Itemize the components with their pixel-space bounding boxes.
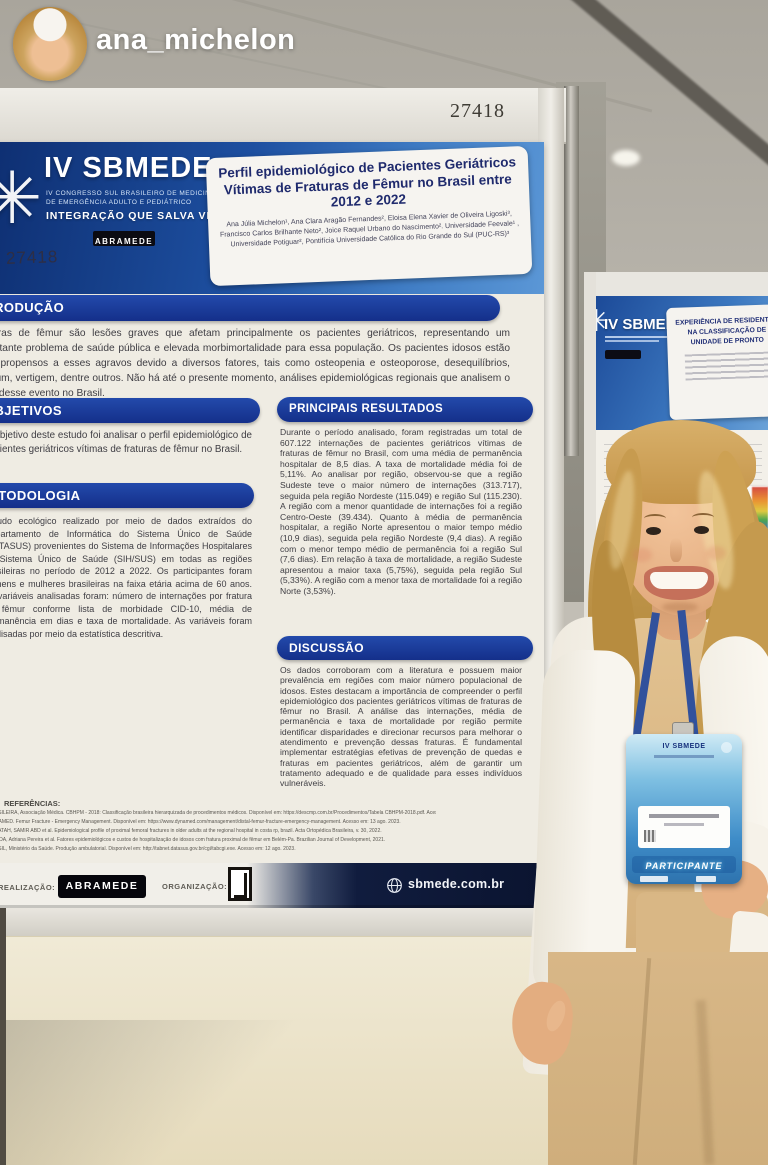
story-avatar[interactable] — [13, 7, 87, 81]
background-title-line: NA CLASSIFICAÇÃO DE — [687, 326, 767, 337]
poster-authors: Ana Júlia Michelon¹, Ana Clara Aragão Fe… — [219, 210, 520, 249]
person-eyebrow-left — [644, 514, 666, 523]
badge-name-box — [638, 806, 730, 848]
background-authors-lines — [684, 351, 768, 381]
board-lower-panel — [0, 936, 570, 1165]
event-tagline: INTEGRAÇÃO QUE SALVA VIDAS — [46, 210, 235, 222]
board-top-frame: 27418 — [0, 88, 566, 144]
person-eyebrow-right — [692, 513, 714, 522]
section-heading-label: OBJETIVOS — [0, 403, 63, 418]
board-bottom-frame — [0, 908, 568, 938]
poster-title: Perfil epidemiológico de Pacientes Geriá… — [218, 154, 517, 210]
handwritten-number: 27418 — [5, 247, 59, 268]
background-poster-header: ✳ IV SBMEDE EXPERIÊNCIA DE RESIDENTES NA… — [596, 296, 768, 430]
background-event-subline — [605, 336, 667, 338]
references-block: BRASILEIRA, Associação Médica. CBHPM - 2… — [0, 809, 436, 854]
section-text-objetivos: O objetivo deste estudo foi analisar o p… — [0, 430, 252, 455]
person-pants — [548, 952, 768, 1165]
organizer-logo — [228, 867, 252, 901]
badge-qr-code — [644, 830, 656, 842]
section-heading-label: DISCUSSÃO — [289, 641, 364, 655]
story-username[interactable]: ana_michelon — [96, 24, 296, 56]
section-text-introducao: Fraturas de fêmur são lesões graves que … — [0, 328, 510, 399]
globe-icon — [387, 878, 402, 893]
badge-sub-line — [664, 823, 704, 826]
reference-line: LISBOA, Adriana Pereira et al. Fatores e… — [0, 837, 386, 843]
star-of-life-icon: ✳ — [0, 159, 43, 239]
poster-title-card: Perfil epidemiológico de Pacientes Geriá… — [205, 145, 533, 287]
person-cheek-right — [706, 546, 726, 560]
person-eye-left — [646, 527, 661, 535]
background-abramede-badge — [605, 350, 641, 359]
badge-name-line — [649, 814, 719, 818]
realizacao-label: REALIZAÇÃO: — [0, 883, 56, 892]
person-eye-right — [694, 526, 709, 534]
background-title-line: UNIDADE DE PRONTO — [690, 336, 764, 347]
stand-pole — [564, 86, 579, 456]
person-arm-left-sleeve — [531, 648, 637, 1002]
event-name: IV SBMEDE — [44, 152, 213, 184]
references-heading: REFERÊNCIAS: — [4, 799, 61, 808]
reference-line: BRASIL, Ministério da Saúde. Produção am… — [0, 846, 296, 852]
abramede-footer-logo: ABRAMEDE — [58, 875, 146, 898]
reference-line: EL FATAH, SAMIR ABD et al. Epidemiologic… — [0, 828, 382, 834]
organizacao-label: ORGANIZAÇÃO: — [162, 882, 228, 891]
website-url: sbmede.com.br — [408, 877, 505, 891]
ceiling-light — [612, 150, 640, 166]
conference-badge: IV SBMEDE PARTICIPANTE — [626, 734, 742, 884]
event-subtitle-2: DE EMERGÊNCIA ADULTO E PEDIÁTRICO — [46, 199, 192, 206]
person-nose — [670, 538, 682, 562]
person-cheek-left — [632, 548, 652, 562]
background-board-frame — [584, 272, 768, 299]
reference-line: DYNAMED. Femur Fracture - Emergency Mana… — [0, 819, 401, 825]
section-heading-resultados: PRINCIPAIS RESULTADOS — [277, 397, 533, 422]
organizer-logo-inner — [234, 873, 247, 898]
section-heading-label: METODOLOGIA — [0, 488, 81, 503]
badge-event-name: IV SBMEDE — [662, 743, 706, 750]
board-slot-number: 27418 — [450, 100, 505, 122]
background-event-subline — [605, 340, 659, 342]
abramede-badge-label: ABRAMEDE — [94, 237, 154, 246]
badge-role-strip: PARTICIPANTE — [632, 856, 736, 873]
background-title-line: EXPERIÊNCIA DE RESIDENTES — [675, 316, 768, 327]
section-heading-label: INTRODUÇÃO — [0, 300, 65, 315]
badge-deco-globe — [721, 742, 732, 753]
badge-role-label: PARTICIPANTE — [645, 861, 723, 871]
person-teeth — [650, 572, 708, 589]
badge-subline — [654, 755, 714, 758]
event-subtitle-1: IV CONGRESSO SUL BRASILEIRO DE MEDICINA — [46, 190, 216, 197]
poster-footer: REALIZAÇÃO: ABRAMEDE ORGANIZAÇÃO: sbmede… — [0, 863, 544, 908]
background-event-name: IV SBMEDE — [604, 316, 687, 333]
background-title-card: EXPERIÊNCIA DE RESIDENTES NA CLASSIFICAÇ… — [666, 303, 768, 421]
person-chin-shadow — [662, 602, 698, 612]
section-heading-objetivos: OBJETIVOS — [0, 398, 260, 423]
abramede-badge: ABRAMEDE — [93, 231, 155, 246]
board-left-edge — [0, 908, 6, 1165]
floor-shadow — [0, 1020, 322, 1165]
star-of-life-icon: ✳ — [596, 305, 610, 338]
section-heading-metodologia: METODOLOGIA — [0, 483, 254, 508]
badge-sponsor-logo — [640, 876, 668, 882]
badge-sponsor-logo — [696, 876, 716, 882]
abramede-footer-label: ABRAMEDE — [65, 880, 139, 892]
reference-line: BRASILEIRA, Associação Médica. CBHPM - 2… — [0, 810, 436, 816]
section-text-discussao: Os dados corroboram com a literatura e p… — [280, 665, 522, 789]
section-text-metodologia: Estudo ecológico realizado por meio de d… — [0, 516, 252, 639]
section-heading-introducao: INTRODUÇÃO — [0, 295, 500, 321]
section-text-resultados: Durante o período analisado, foram regis… — [280, 427, 522, 596]
section-heading-discussao: DISCUSSÃO — [277, 636, 533, 660]
section-heading-label: PRINCIPAIS RESULTADOS — [289, 403, 444, 415]
